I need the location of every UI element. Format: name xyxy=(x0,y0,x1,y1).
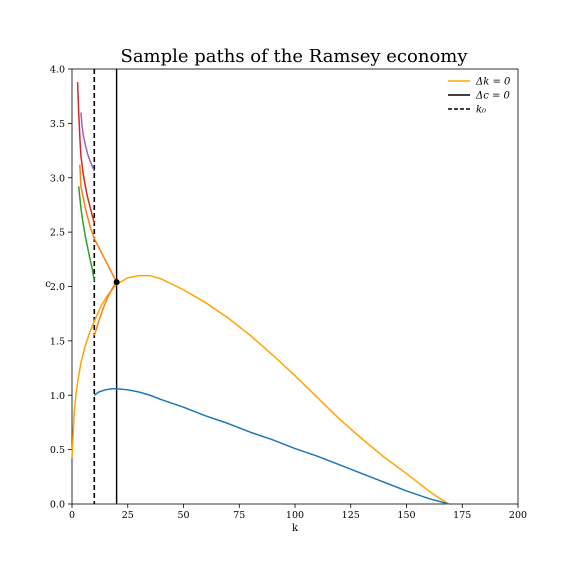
y-axis-label: c xyxy=(45,279,51,290)
x-tick-label: 25 xyxy=(122,510,134,521)
sample-path-1 xyxy=(93,387,450,505)
legend-label-1: Δk = 0 xyxy=(475,77,511,88)
x-tick-label: 125 xyxy=(342,510,360,521)
chart-title: Sample paths of the Ramsey economy xyxy=(120,46,468,67)
steady-state-point xyxy=(113,279,120,286)
x-tick-label: 200 xyxy=(509,510,527,521)
y-tick-label: 2.5 xyxy=(50,228,65,239)
y-tick-label: 4.0 xyxy=(50,65,65,76)
sample-path-5 xyxy=(80,112,95,172)
y-tick-label: 1.0 xyxy=(50,391,65,402)
y-tick-label: 3.0 xyxy=(50,173,65,184)
y-tick-label: 0.5 xyxy=(50,445,65,456)
y-tick-label: 1.5 xyxy=(50,336,65,347)
x-tick-label: 150 xyxy=(397,510,415,521)
sample-path-3 xyxy=(77,186,96,282)
x-axis-label: k xyxy=(292,523,299,534)
x-tick-label: 100 xyxy=(286,510,304,521)
sample-path-2 xyxy=(79,164,118,336)
x-tick-label: 50 xyxy=(177,510,189,521)
k-dot-zero-curve xyxy=(71,274,450,505)
x-tick-label: 175 xyxy=(453,510,471,521)
y-tick-label: 3.5 xyxy=(50,119,65,130)
legend-label-3: k₀ xyxy=(476,105,486,116)
legend: Δk = 0 Δc = 0 k₀ xyxy=(448,77,511,116)
y-axis: 0.0 0.5 1.0 1.5 2.0 2.5 3.0 3.5 4.0 xyxy=(50,65,72,511)
y-tick-label: 2.0 xyxy=(50,282,65,293)
sample-path-4 xyxy=(76,82,96,224)
plot-area xyxy=(71,68,519,505)
chart-marks xyxy=(71,69,450,505)
x-tick-label: 75 xyxy=(233,510,245,521)
legend-label-2: Δc = 0 xyxy=(475,91,511,102)
y-tick-label: 0.0 xyxy=(50,500,65,511)
x-tick-label: 0 xyxy=(69,510,75,521)
x-axis: 0 25 50 75 100 125 150 175 200 xyxy=(69,504,527,521)
